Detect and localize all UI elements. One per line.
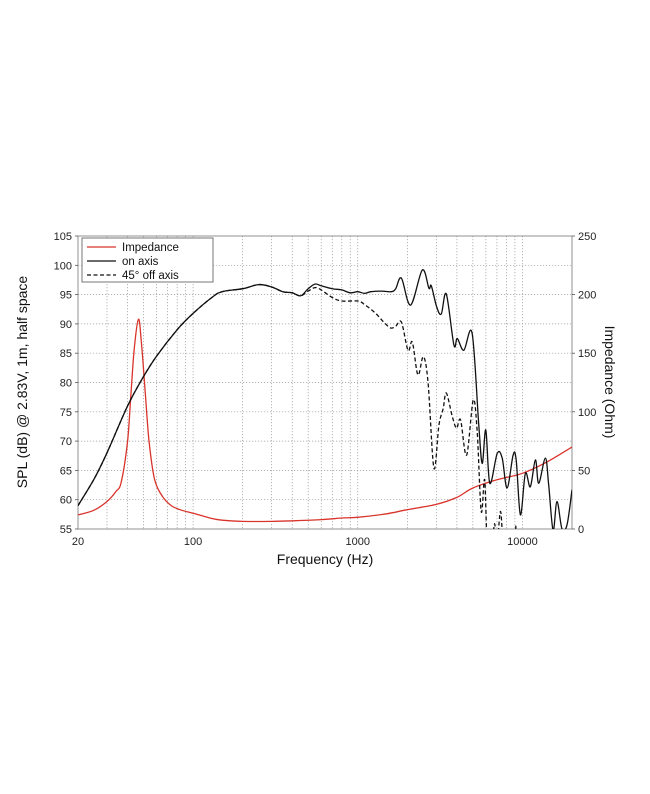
y-tick-label: 95 bbox=[60, 290, 72, 302]
y2-tick-label: 250 bbox=[578, 231, 596, 243]
x-tick-label: 100 bbox=[184, 536, 202, 548]
y-tick-label: 65 bbox=[60, 465, 72, 477]
legend-label-off-axis: 45° off axis bbox=[122, 270, 179, 282]
series-lines bbox=[78, 269, 572, 529]
y-tick-label: 100 bbox=[54, 260, 72, 272]
y-axis-label: SPL (dB) @ 2.83V, 1m, half space bbox=[14, 276, 30, 489]
y-tick-label: 85 bbox=[60, 348, 72, 360]
y-tick-label: 70 bbox=[60, 436, 72, 448]
series-line-impedance bbox=[78, 318, 572, 523]
y-tick-label: 80 bbox=[60, 378, 72, 390]
y2-tick-label: 0 bbox=[578, 524, 584, 536]
grid bbox=[78, 236, 572, 529]
y2-tick-label: 200 bbox=[578, 290, 596, 302]
y2-tick-label: 50 bbox=[578, 465, 590, 477]
legend-label-on-axis: on axis bbox=[122, 256, 159, 268]
y2-tick-label: 150 bbox=[578, 348, 596, 360]
legend: Impedance on axis 45° off axis bbox=[81, 237, 214, 283]
y2-tick-label: 100 bbox=[578, 407, 596, 419]
x-tick-label: 1000 bbox=[346, 536, 370, 548]
y-tick-label: 55 bbox=[60, 524, 72, 536]
y2-axis-label: Impedance (Ohm) bbox=[602, 326, 618, 439]
tick-labels: 55 60 65 70 75 80 85 90 95 100 105 0 50 100 150 200 250 2… bbox=[54, 231, 597, 548]
x-axis-label: Frequency (Hz) bbox=[277, 551, 373, 567]
y-tick-label: 90 bbox=[60, 319, 72, 331]
x-tick-label: 10000 bbox=[507, 536, 538, 548]
y-tick-label: 75 bbox=[60, 407, 72, 419]
y-tick-label: 60 bbox=[60, 495, 72, 507]
legend-label-impedance: Impedance bbox=[122, 242, 179, 254]
series-line-on-axis bbox=[78, 269, 572, 529]
x-tick-label: 20 bbox=[72, 536, 84, 548]
y-tick-label: 105 bbox=[54, 231, 72, 243]
series-line-45-off-axis bbox=[78, 283, 517, 529]
